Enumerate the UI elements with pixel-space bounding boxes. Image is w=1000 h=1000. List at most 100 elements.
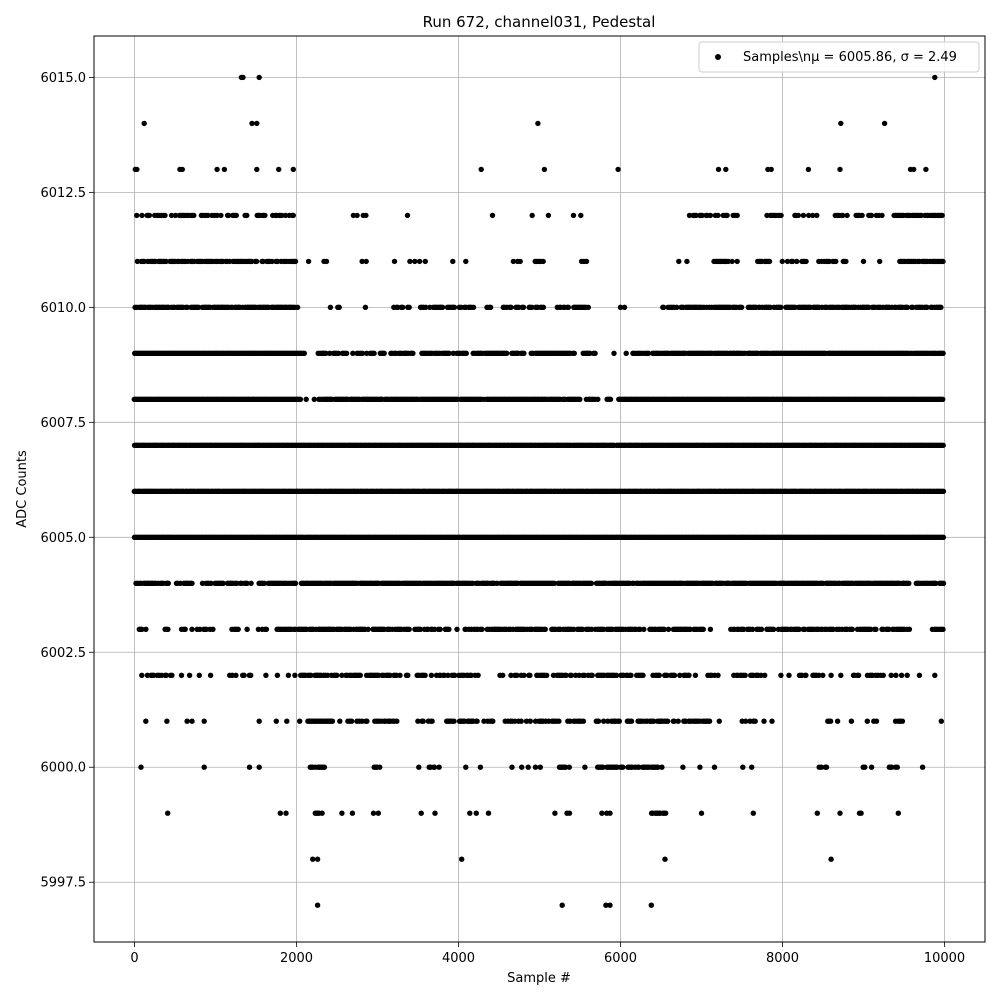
sample-point [738, 304, 745, 310]
sample-point [391, 258, 398, 265]
sample-point [218, 212, 224, 219]
sample-point [692, 672, 699, 678]
sample-point [143, 718, 149, 724]
sample-point [463, 258, 469, 265]
sample-point [184, 718, 190, 724]
sample-point [292, 580, 299, 586]
sample-point [189, 580, 195, 586]
sample-point [766, 258, 773, 265]
sample-point [540, 304, 547, 310]
sample-point [734, 258, 740, 265]
sample-point [500, 672, 506, 678]
sample-point [474, 718, 480, 724]
sample-point [541, 166, 548, 173]
sample-point [803, 258, 809, 265]
sample-point [805, 166, 812, 173]
sample-point [810, 212, 816, 219]
sample-point [595, 396, 601, 402]
sample-point [770, 626, 777, 632]
sample-point [778, 304, 784, 310]
sample-point [849, 626, 855, 632]
sample-point [734, 212, 740, 219]
sample-point [686, 212, 693, 219]
sample-point [256, 74, 262, 81]
sample-point [363, 212, 369, 219]
sample-point [490, 718, 496, 724]
sample-point [350, 212, 357, 219]
sample-point [904, 304, 910, 310]
sample-point [284, 718, 290, 724]
sample-point [571, 350, 577, 356]
sample-point [898, 672, 905, 678]
data-points [131, 74, 947, 908]
sample-point [254, 166, 260, 173]
sample-point [163, 258, 169, 265]
sample-point [400, 304, 406, 310]
sample-point [641, 626, 647, 632]
sample-point [406, 626, 412, 632]
sample-point [451, 304, 458, 310]
sample-point [665, 718, 671, 724]
sample-point [686, 672, 692, 678]
sample-point [189, 626, 195, 632]
sample-point [478, 166, 484, 173]
sample-point [297, 396, 304, 402]
sample-point [715, 672, 721, 678]
sample-point [544, 672, 550, 678]
sample-point [540, 258, 546, 265]
sample-point [707, 212, 714, 219]
sample-point [397, 672, 403, 678]
sample-point [454, 626, 460, 632]
sample-point [169, 672, 175, 678]
sample-point [767, 304, 774, 310]
sample-point [684, 258, 690, 265]
sample-point [699, 212, 705, 219]
sample-point [134, 258, 141, 265]
sample-point [855, 672, 862, 678]
sample-point [359, 258, 365, 265]
sample-point [139, 672, 145, 678]
sample-point [671, 672, 678, 678]
sample-point [327, 350, 333, 356]
sample-point [911, 166, 917, 173]
sample-point [463, 350, 469, 356]
sample-point [580, 718, 587, 724]
sample-point [334, 672, 340, 678]
sample-point [583, 258, 590, 265]
sample-point [162, 212, 168, 219]
sample-point [405, 672, 411, 678]
sample-point [311, 396, 317, 402]
sample-point [510, 258, 517, 265]
sample-point [940, 488, 947, 494]
sample-point [674, 304, 680, 310]
sample-point [859, 212, 865, 219]
sample-point [784, 258, 791, 265]
sample-point [545, 212, 552, 219]
sample-point [357, 672, 363, 678]
sample-point [179, 166, 185, 173]
sample-point [143, 626, 149, 632]
sample-point [723, 166, 729, 173]
sample-point [535, 120, 541, 127]
sample-point [578, 212, 584, 219]
sample-point [607, 396, 614, 402]
sample-point [881, 120, 888, 127]
sample-point [906, 580, 912, 586]
sample-point [178, 672, 185, 678]
sample-point [834, 718, 841, 724]
sample-point [864, 718, 870, 724]
sample-point [412, 258, 418, 265]
sample-point [570, 212, 577, 219]
sample-point [940, 258, 946, 265]
sample-point [141, 120, 147, 127]
sample-point [256, 718, 262, 724]
sample-point [292, 258, 299, 265]
sample-point [752, 718, 758, 724]
sample-point [294, 304, 301, 310]
sample-point [362, 304, 369, 310]
sample-point [615, 166, 621, 173]
sample-point [363, 258, 369, 265]
sample-point [260, 258, 266, 265]
sample-point [940, 442, 946, 448]
sample-point [761, 718, 767, 724]
